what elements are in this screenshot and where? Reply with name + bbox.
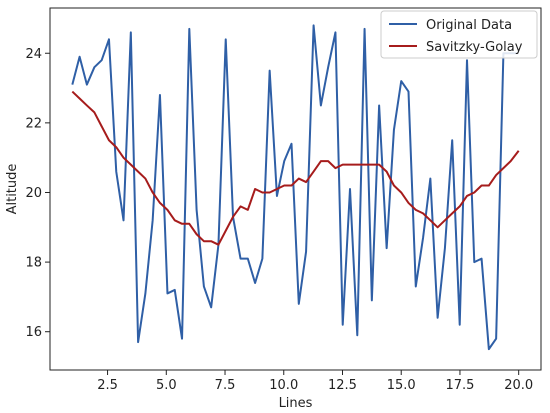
y-axis-label: Altitude: [5, 164, 20, 215]
series-layer: [71, 24, 520, 351]
legend-entry-original-data: Original Data: [426, 18, 512, 33]
y-tick-label: 20: [25, 186, 42, 201]
legend-box: [380, 10, 538, 59]
x-axis: 2.5 5.0 7.5 10.0 12.5 15.0 17.5 20.0: [97, 370, 533, 393]
x-tick-label: 20.0: [504, 378, 533, 393]
y-tick-label: 22: [25, 116, 42, 131]
series-line-savitzky-golay: [71, 90, 520, 246]
legend-entry-savitzky-golay: Savitzky-Golay: [426, 40, 523, 55]
y-axis: 16 18 20 22 24: [25, 47, 50, 340]
legend: Original Data Savitzky-Golay: [380, 10, 538, 59]
x-tick-label: 7.5: [215, 378, 236, 393]
x-tick-label: 5.0: [156, 378, 177, 393]
y-tick-label: 18: [25, 256, 42, 271]
y-tick-label: 16: [25, 325, 42, 340]
x-tick-label: 10.0: [269, 378, 298, 393]
x-tick-label: 2.5: [97, 378, 118, 393]
x-tick-label: 12.5: [328, 378, 357, 393]
y-tick-label: 24: [25, 47, 42, 62]
x-axis-label: Lines: [279, 396, 313, 411]
x-tick-label: 17.5: [445, 378, 474, 393]
plot-area-frame: [49, 7, 542, 371]
x-tick-label: 15.0: [387, 378, 416, 393]
series-line-original-data: [71, 24, 519, 351]
